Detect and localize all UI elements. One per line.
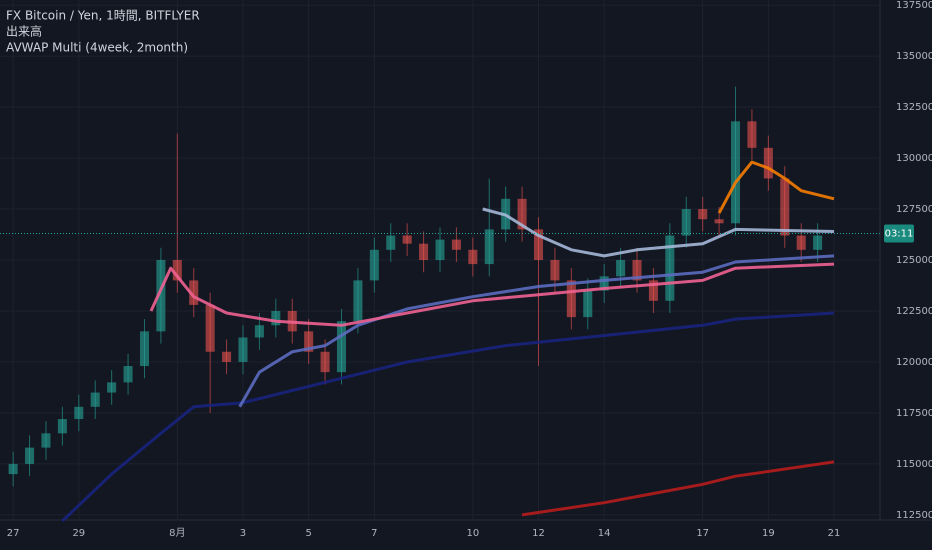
candle-body: [238, 337, 248, 362]
y-tick-label: 1175000: [896, 408, 932, 419]
x-tick-label: 5: [305, 528, 311, 539]
candle-body: [599, 276, 609, 291]
avwap-lines: [61, 160, 835, 523]
countdown: 03:11: [885, 228, 914, 239]
candle-body: [402, 235, 412, 244]
avwap-line: [482, 207, 835, 258]
grid: [0, 0, 880, 520]
y-tick-label: 1300000: [896, 153, 932, 164]
axes: 1125000 1150000 1175000 1200000 1225000 12500…: [7, 0, 932, 539]
avwap-line: [238, 254, 835, 408]
legend-volume: 出来高: [6, 24, 42, 39]
candle-body: [484, 229, 494, 265]
candle-body: [107, 382, 117, 393]
last-price-badge: [884, 224, 914, 243]
candle-body: [533, 229, 544, 260]
x-tick-label: 27: [7, 528, 20, 539]
candle-body: [156, 260, 166, 332]
candle-body: [172, 260, 182, 281]
y-tick-label: 1350000: [896, 51, 932, 62]
candle-body: [123, 366, 133, 383]
candle-body: [57, 419, 67, 434]
legend-indicator: AVWAP Multi (4week, 2month): [6, 41, 188, 55]
candle-body: [780, 178, 790, 236]
candle-body: [74, 406, 84, 420]
x-tick-label: 21: [828, 528, 841, 539]
y-tick-label: 1275000: [896, 204, 932, 215]
candle-body: [714, 219, 724, 224]
candle-body: [648, 280, 658, 301]
candle-body: [8, 463, 18, 475]
candle-body: [813, 235, 823, 250]
candle-body: [90, 392, 100, 407]
avwap-line: [61, 311, 835, 523]
candle-body: [304, 331, 314, 352]
candle-body: [566, 280, 576, 318]
candle-body: [747, 121, 757, 148]
x-tick-label: 3: [240, 528, 246, 539]
x-tick-label: 29: [72, 528, 85, 539]
x-tick-label: 10: [466, 528, 479, 539]
candle-body: [386, 235, 396, 250]
candle-body: [205, 304, 215, 352]
y-tick-label: 1200000: [896, 357, 932, 368]
x-tick-label: 14: [598, 528, 611, 539]
candle-body: [665, 235, 675, 301]
candle-body: [451, 239, 461, 250]
candle-body: [698, 209, 708, 220]
candle-body: [139, 331, 149, 367]
candles: [8, 86, 823, 487]
avwap-line: [521, 460, 835, 517]
candle-body: [419, 243, 429, 260]
legend-symbol: FX Bitcoin / Yen, 1時間, BITFLYER: [6, 9, 200, 23]
avwap-line: [717, 160, 835, 214]
x-tick-label: 12: [532, 528, 545, 539]
candle-body: [254, 325, 264, 338]
x-tick-label: 7: [371, 528, 377, 539]
candle-body: [550, 260, 560, 281]
avwap-line: [149, 262, 835, 327]
y-tick-label: 1150000: [896, 459, 932, 470]
candle-body: [369, 249, 379, 281]
y-tick-label: 1325000: [896, 102, 932, 113]
candle-body: [616, 260, 626, 277]
candle-body: [468, 249, 478, 265]
candle-body: [681, 209, 691, 236]
y-tick-label: 1125000: [896, 510, 932, 521]
candle-body: [583, 290, 593, 318]
y-tick-label: 1375000: [896, 0, 932, 11]
y-tick-label: 1250000: [896, 255, 932, 266]
candle-body: [271, 310, 281, 326]
candle-body: [632, 260, 642, 281]
candle-body: [763, 147, 773, 179]
x-tick-label: 8月: [169, 527, 185, 539]
x-tick-label: 19: [762, 528, 775, 539]
candle-body: [41, 433, 51, 448]
candle-body: [435, 239, 445, 260]
candle-body: [25, 447, 35, 464]
y-tick-label: 1225000: [896, 306, 932, 317]
candle-body: [222, 351, 232, 362]
x-tick-label: 17: [696, 528, 709, 539]
candle-body: [517, 198, 527, 230]
candle-body: [731, 121, 741, 224]
candle-body: [189, 280, 199, 305]
candle-body: [336, 321, 347, 373]
candle-body: [353, 280, 363, 322]
candle-body: [796, 235, 806, 250]
candle-body: [320, 351, 330, 373]
